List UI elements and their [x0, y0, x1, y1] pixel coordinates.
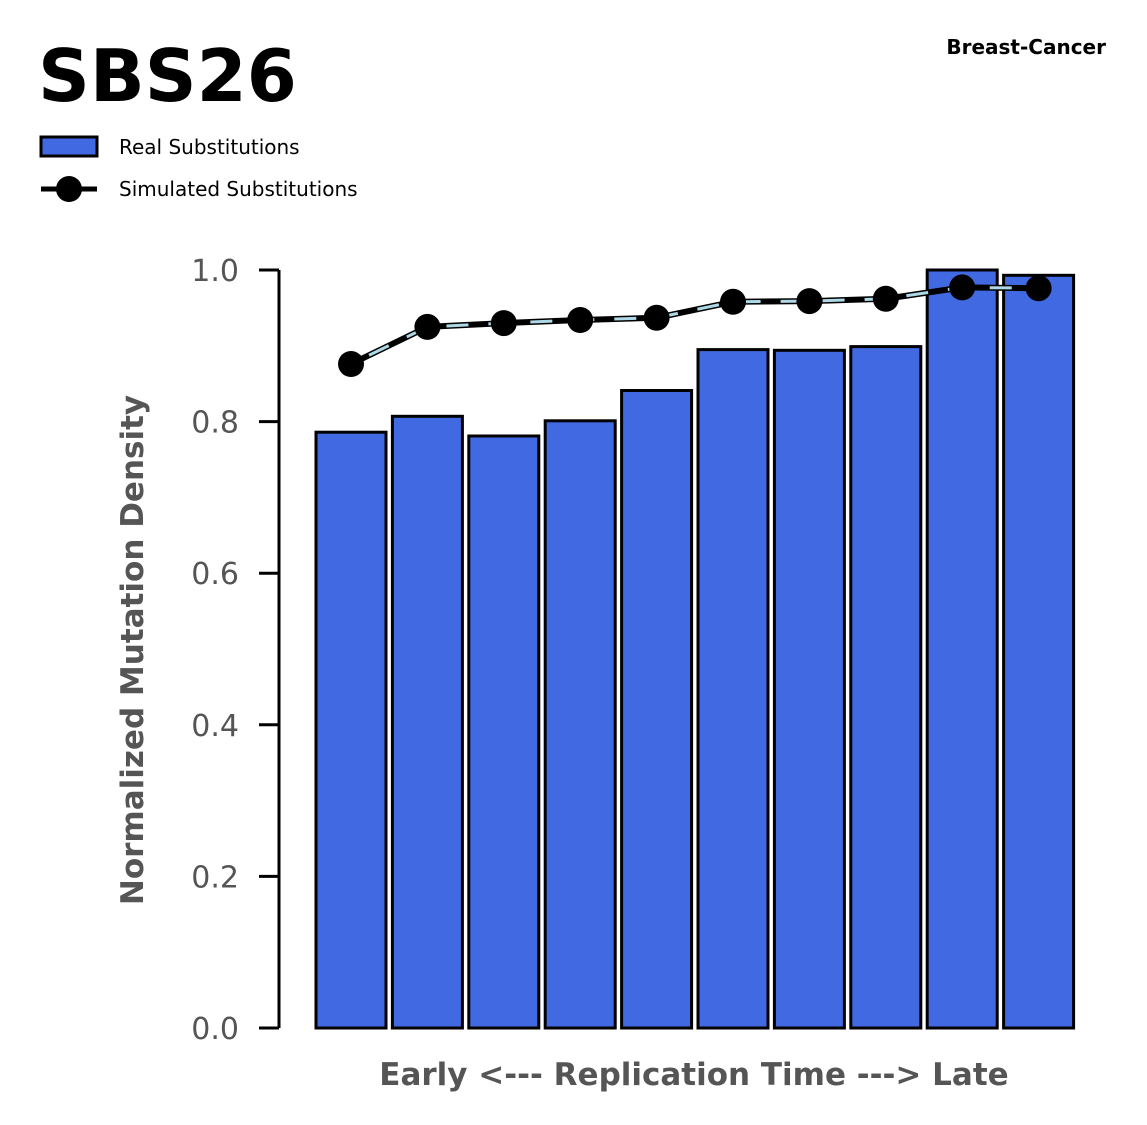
- legend-simulated-marker: [56, 176, 82, 202]
- bar-real-1: [314, 430, 388, 1030]
- y-tick-label: 0.2: [191, 860, 239, 895]
- simulated-point-2: [414, 313, 441, 340]
- legend: Real Substitutions Simulated Substitutio…: [39, 135, 358, 202]
- y-axis: 0.0 0.2 0.4 0.6 0.8 1.0: [191, 254, 281, 1047]
- chart-title: SBS26: [38, 34, 297, 118]
- bar-real-3: [467, 434, 541, 1030]
- simulated-point-4: [567, 307, 594, 333]
- simulated-point-1: [338, 351, 364, 377]
- x-axis-label: Early <--- Replication Time ---> Late: [379, 1057, 1008, 1093]
- simulated-point-9: [949, 274, 976, 301]
- simulated-line-dash: [350, 285, 1039, 366]
- bar-real-9: [925, 268, 999, 1030]
- simulated-point-6: [720, 288, 746, 315]
- simulated-point-10: [1025, 275, 1052, 302]
- simulated-point-8: [872, 285, 899, 312]
- bar-real-10: [1002, 273, 1076, 1030]
- y-tick-label: 1.0: [191, 254, 239, 289]
- bar-real-8: [849, 345, 923, 1030]
- simulated-point-7: [796, 288, 823, 315]
- simulated-line-group: [338, 274, 1052, 377]
- bars-group: [314, 268, 1076, 1030]
- bar-real-7: [772, 348, 846, 1030]
- legend-simulated-label: Simulated Substitutions: [119, 177, 358, 201]
- simulated-point-3: [490, 310, 517, 337]
- bar-real-4: [543, 419, 617, 1030]
- legend-real-label: Real Substitutions: [119, 135, 300, 159]
- chart-subtitle: Breast-Cancer: [946, 35, 1106, 59]
- bar-real-5: [620, 389, 694, 1030]
- y-tick-label: 0.4: [191, 709, 239, 744]
- legend-real-swatch: [39, 135, 99, 158]
- y-tick-label: 0.8: [191, 406, 239, 441]
- y-tick-label: 0.0: [191, 1012, 239, 1047]
- y-tick-label: 0.6: [191, 557, 239, 592]
- bar-real-6: [696, 348, 770, 1030]
- bar-real-2: [390, 414, 464, 1030]
- y-axis-label: Normalized Mutation Density: [115, 395, 151, 905]
- simulated-point-5: [643, 304, 670, 331]
